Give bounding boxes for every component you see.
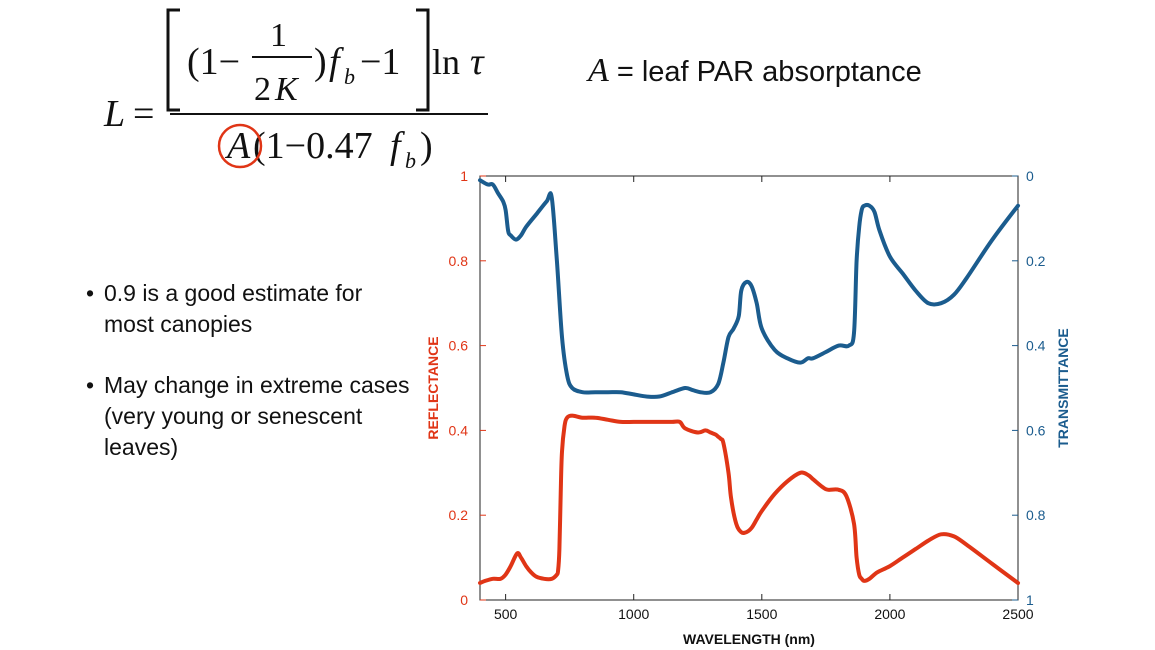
left-tick-label: 1	[460, 168, 468, 184]
spectral-chart: 500 1000 1500 2000 2500 00.20.40.60.81 00.20…	[425, 168, 1070, 647]
right-tick-label: 0	[1026, 168, 1034, 184]
svg-text:=: =	[133, 93, 154, 135]
x-tick-label: 2500	[1002, 606, 1033, 622]
svg-text:f: f	[390, 125, 405, 167]
x-tick-label: 500	[494, 606, 518, 622]
reflectance-line	[478, 413, 1020, 585]
right-tick-label: 0.8	[1026, 507, 1046, 523]
left-tick-label: 0	[460, 592, 468, 608]
svg-text:K: K	[274, 71, 300, 108]
x-tick-label: 2000	[874, 606, 905, 622]
svg-text:f: f	[329, 41, 344, 83]
svg-text:(1−: (1−	[187, 41, 240, 83]
x-tick-label: 1000	[618, 606, 649, 622]
right-tick-label: 0.6	[1026, 422, 1046, 438]
svg-text:τ: τ	[470, 41, 485, 83]
left-tick-label: 0.6	[449, 338, 469, 354]
svg-text:−1: −1	[360, 41, 400, 83]
right-tick-label: 0.2	[1026, 253, 1046, 269]
right-axis-label: TRANSMITTANCE	[1055, 328, 1070, 448]
svg-text:ln: ln	[432, 42, 460, 82]
x-axis-label: WAVELENGTH (nm)	[683, 631, 815, 647]
left-tick-label: 0.2	[449, 507, 469, 523]
svg-text:b: b	[405, 148, 416, 173]
transmittance-line	[478, 178, 1020, 399]
svg-text:L: L	[103, 93, 125, 135]
definition-variable: A	[588, 52, 609, 89]
right-axis: 0 0.2 0.4 0.6 0.8 1	[1012, 168, 1046, 608]
svg-text:): )	[314, 41, 327, 83]
definition-text: = leaf PAR absorptance	[616, 56, 922, 88]
bullet-item: 0.9 is a good estimate for most canopies	[86, 278, 416, 340]
right-tick-label: 1	[1026, 592, 1034, 608]
right-tick-label: 0.4	[1026, 338, 1046, 354]
svg-text:(1−0.47: (1−0.47	[253, 125, 373, 167]
svg-text:1: 1	[270, 17, 287, 54]
x-tick-label: 1500	[746, 606, 777, 622]
svg-text:A: A	[224, 125, 251, 167]
svg-text:b: b	[344, 64, 355, 89]
absorptance-definition: A = leaf PAR absorptance	[588, 52, 922, 90]
svg-text:2: 2	[254, 71, 271, 108]
left-tick-label: 0.8	[449, 253, 469, 269]
left-axis: 0 0.2 0.4 0.6 0.8 1	[449, 168, 486, 608]
left-axis-label: REFLECTANCE	[425, 336, 441, 439]
svg-text:): )	[420, 125, 433, 167]
bullet-list: 0.9 is a good estimate for most canopies…	[86, 278, 416, 493]
lai-formula: L = (1− 1 2 K ) f b −1 ln τ A (1−0.47 f …	[103, 8, 488, 173]
x-axis: 500 1000 1500 2000 2500	[494, 176, 1034, 622]
left-tick-label: 0.4	[449, 422, 469, 438]
bullet-item: May change in extreme cases (very young …	[86, 370, 416, 463]
highlight-circle	[217, 123, 263, 169]
plot-frame	[479, 175, 1019, 601]
